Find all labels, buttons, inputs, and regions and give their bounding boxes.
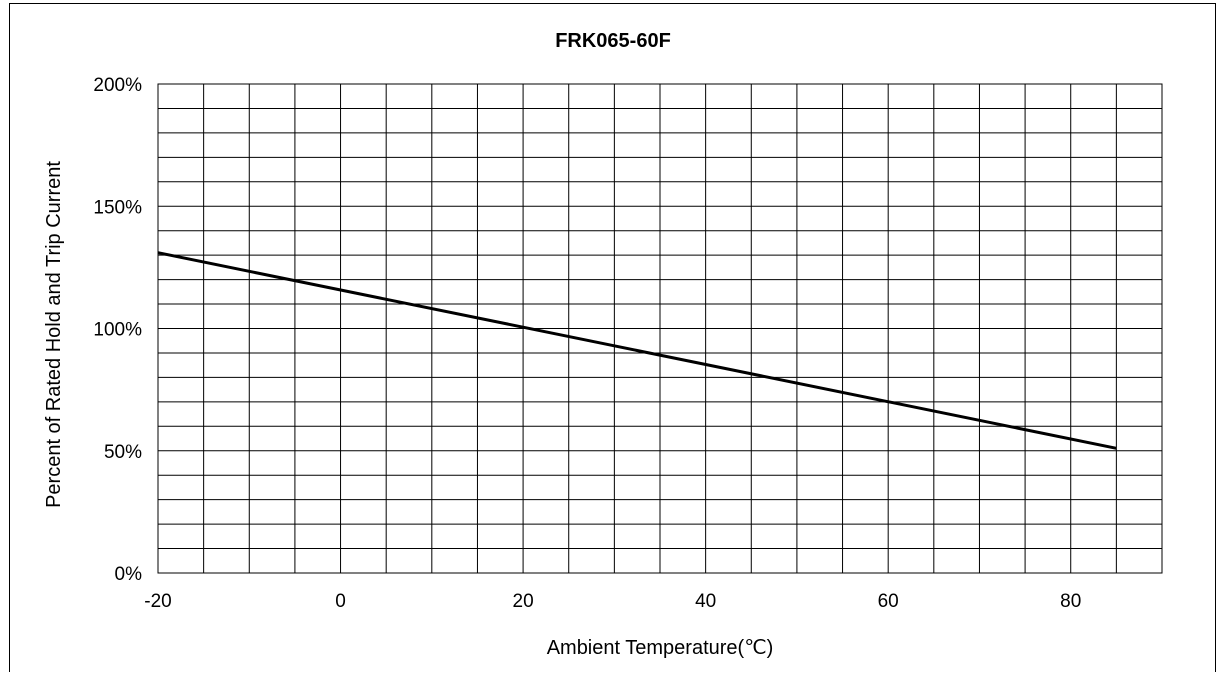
grid xyxy=(157,83,1163,574)
x-tick-label: 60 xyxy=(878,591,899,612)
x-tick-label: 80 xyxy=(1060,591,1081,612)
y-axis-tick-labels: 0% 50% 100% 150% 200% xyxy=(93,75,142,585)
x-axis-tick-labels: -20 0 20 40 60 80 xyxy=(144,591,1081,612)
x-tick-label: 40 xyxy=(695,591,716,612)
y-tick-label: 200% xyxy=(93,75,142,96)
y-tick-label: 150% xyxy=(93,197,142,218)
series-line xyxy=(157,251,1117,450)
x-axis-title: Ambient Temperature(℃) xyxy=(547,637,774,659)
y-tick-label: 50% xyxy=(104,442,142,463)
chart-title: FRK065-60F xyxy=(555,30,671,52)
x-tick-label: 0 xyxy=(335,591,346,612)
x-tick-label: 20 xyxy=(513,591,534,612)
plot-area-border xyxy=(157,83,1163,574)
series-layer xyxy=(157,251,1117,450)
y-tick-label: 0% xyxy=(115,564,143,585)
x-tick-label: -20 xyxy=(144,591,171,612)
y-axis-title: Percent of Rated Hold and Trip Current xyxy=(43,161,65,508)
y-tick-label: 100% xyxy=(93,320,142,341)
chart-frame xyxy=(9,3,1216,672)
